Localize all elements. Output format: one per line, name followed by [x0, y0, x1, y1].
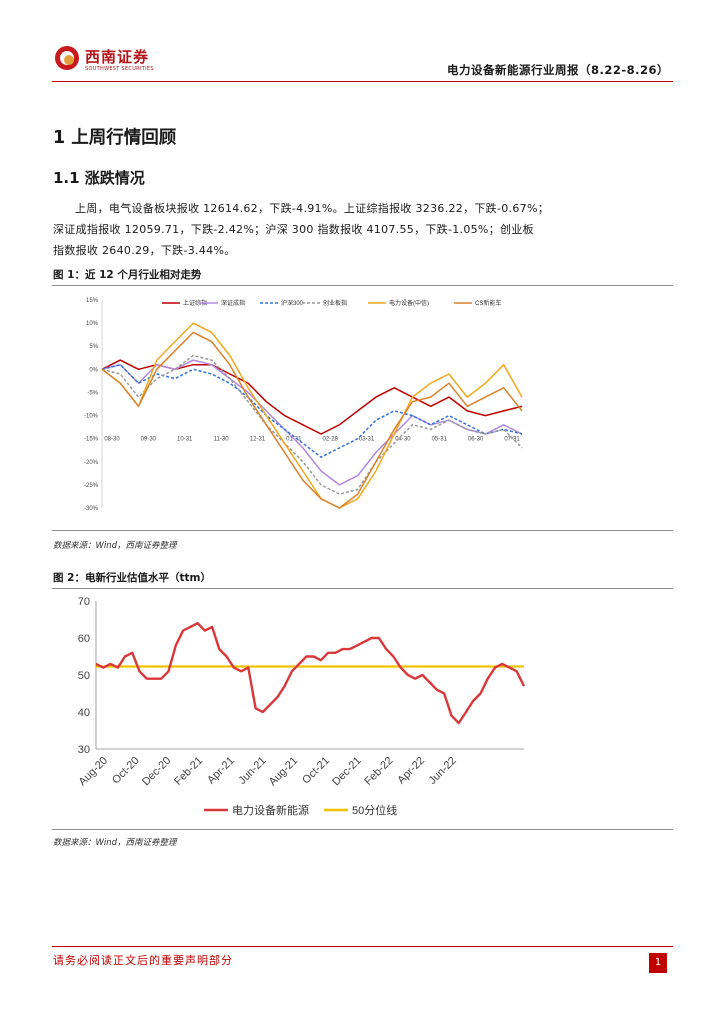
paragraph-line: 上周，电气设备板块报收 12614.62，下跌-4.91%。上证综指报收 323…	[75, 202, 549, 215]
legend-label: 上证综指	[183, 299, 207, 307]
y-tick-label: -30%	[84, 506, 99, 512]
x-tick-label: Aug-21	[267, 755, 301, 789]
paragraph-line: 深证成指报收 12059.71，下跌-2.42%；沪深 300 指数报收 410…	[53, 223, 534, 236]
x-tick-label: Feb-21	[172, 755, 205, 788]
valuation-line	[95, 622, 526, 725]
x-tick-label: Jun-21	[236, 755, 268, 787]
legend-label: 电力设备(中信)	[389, 299, 429, 307]
y-tick-label: -15%	[84, 437, 99, 443]
x-tick-label: 11-30	[214, 437, 230, 443]
legend-label: 沪深300	[281, 299, 304, 307]
y-tick-label: 40	[78, 707, 90, 719]
x-tick-label: 06-30	[468, 437, 484, 443]
x-tick-label: Oct-21	[300, 755, 332, 787]
legend-label: 电力设备新能源	[232, 803, 309, 817]
legend-label: 深证成指	[221, 299, 245, 307]
y-tick-label: 15%	[86, 298, 99, 304]
page-number: 1	[649, 953, 667, 973]
logo-english-name: SOUTHWEST SECURITIES	[85, 66, 154, 72]
x-tick-label: 10-31	[177, 437, 193, 443]
x-tick-label: 09-30	[141, 437, 157, 443]
legend-label: CS新能车	[475, 299, 501, 307]
series-line-3	[101, 354, 523, 495]
relative-trend-chart: 15% 10% 5% 0% -5% -10% -15% -20% -25% -30% 08-30 09…	[84, 298, 523, 512]
x-tick-label: 02-28	[323, 437, 339, 443]
disclaimer-notice: 请务必阅读正文后的重要声明部分	[53, 954, 233, 967]
legend-label: 创业板指	[323, 299, 347, 307]
y-tick-label: -5%	[87, 390, 98, 396]
summary-paragraph: 上周，电气设备板块报收 12614.62，下跌-4.91%。上证综指报收 323…	[53, 198, 673, 261]
figure1-top-rule	[52, 285, 673, 286]
figure2-source: 数据来源：Wind，西南证券整理	[53, 838, 177, 848]
y-tick-label: 50	[78, 670, 90, 682]
y-tick-label: -20%	[84, 460, 99, 466]
y-tick-label: 70	[78, 596, 90, 608]
series-line-4	[101, 322, 523, 509]
y-tick-label: -25%	[84, 483, 99, 489]
series-line-1	[101, 359, 523, 486]
x-tick-label: Feb-22	[362, 755, 395, 788]
x-tick-label: 08-30	[104, 437, 120, 443]
header-divider	[52, 81, 673, 82]
y-tick-label: 0%	[89, 367, 98, 373]
x-tick-label: Jun-22	[427, 755, 459, 787]
x-tick-label: Apr-21	[205, 755, 237, 787]
x-tick-label: 12-31	[250, 437, 266, 443]
figure2-bottom-rule	[52, 829, 673, 830]
x-tick-label: Dec-21	[330, 755, 364, 789]
company-logo: 西南证券 SOUTHWEST SECURITIES	[55, 44, 155, 76]
y-tick-label: 30	[78, 744, 90, 756]
x-tick-label: 05-31	[432, 437, 448, 443]
logo-chinese-name: 西南证券	[85, 48, 150, 66]
figure1-caption: 图 1：近 12 个月行业相对走势	[53, 269, 202, 281]
logo-emblem-icon	[55, 46, 79, 70]
y-tick-label: -10%	[84, 414, 99, 420]
x-tick-label: Apr-22	[395, 755, 427, 787]
x-tick-label: Aug-20	[77, 755, 111, 789]
y-tick-label: 5%	[89, 344, 98, 350]
y-tick-label: 60	[78, 633, 90, 645]
figure1-bottom-rule	[52, 530, 673, 531]
x-tick-label: 03-31	[359, 437, 375, 443]
subsection-heading: 1.1 涨跌情况	[53, 169, 145, 187]
x-tick-label: Dec-20	[140, 755, 174, 789]
x-tick-label: 07-31	[504, 437, 520, 443]
series-line-5	[101, 331, 523, 509]
paragraph-line: 指数报收 2640.29，下跌-3.44%。	[53, 244, 236, 257]
section-heading: 1 上周行情回顾	[53, 128, 177, 148]
x-tick-label: 04-30	[395, 437, 411, 443]
figure1-source: 数据来源：Wind，西南证券整理	[53, 541, 177, 551]
figure2-caption: 图 2：电新行业估值水平（ttm）	[53, 572, 211, 584]
figure2-top-rule	[52, 588, 673, 589]
legend-label: 50分位线	[352, 803, 397, 817]
x-tick-label: Oct-20	[110, 755, 142, 787]
footer-divider	[52, 946, 673, 947]
y-tick-label: 10%	[86, 321, 99, 327]
series-line-2	[101, 363, 523, 458]
report-title: 电力设备新能源行业周报（8.22-8.26）	[446, 63, 669, 77]
